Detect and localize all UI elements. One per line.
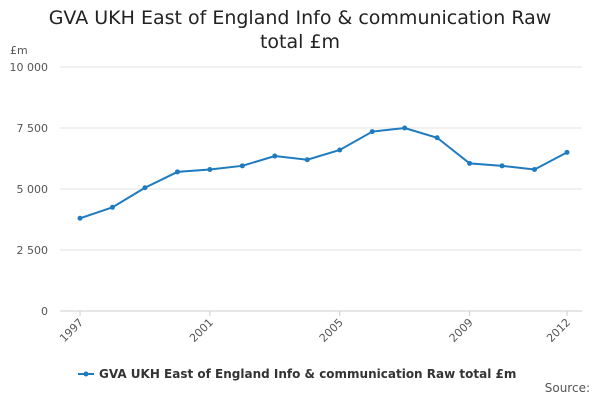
y-tick-label: 10 000 — [10, 61, 49, 74]
y-tick-label: 0 — [41, 305, 48, 318]
x-tick-label: 1997 — [57, 316, 86, 345]
point — [499, 163, 505, 169]
y-unit: £m — [10, 44, 28, 57]
point — [369, 129, 375, 135]
x-tick-label: 2009 — [447, 316, 476, 345]
point — [434, 135, 440, 141]
point — [467, 160, 473, 166]
chart-title: GVA UKH East of England Info & communica… — [48, 7, 552, 53]
point — [564, 149, 570, 155]
point — [402, 125, 408, 131]
point — [109, 204, 115, 210]
y-tick-label: 5 000 — [17, 183, 49, 196]
legend-label: GVA UKH East of England Info & communica… — [99, 367, 516, 381]
point — [337, 147, 343, 153]
point — [272, 153, 278, 159]
series-line — [79, 126, 568, 220]
point — [207, 166, 213, 172]
y-tick-label: 2 500 — [17, 244, 49, 257]
point — [304, 157, 310, 163]
legend-dot — [83, 371, 89, 377]
point — [532, 166, 538, 172]
source: Source: — [545, 381, 590, 395]
point — [239, 163, 245, 169]
point — [142, 185, 148, 191]
point — [174, 169, 180, 175]
x-tick-label: 2012 — [544, 316, 573, 345]
x-tick-label: 2001 — [187, 316, 216, 345]
y-tick-label: 7 500 — [17, 122, 49, 135]
point — [77, 215, 83, 221]
x-tick-label: 2005 — [317, 316, 346, 345]
